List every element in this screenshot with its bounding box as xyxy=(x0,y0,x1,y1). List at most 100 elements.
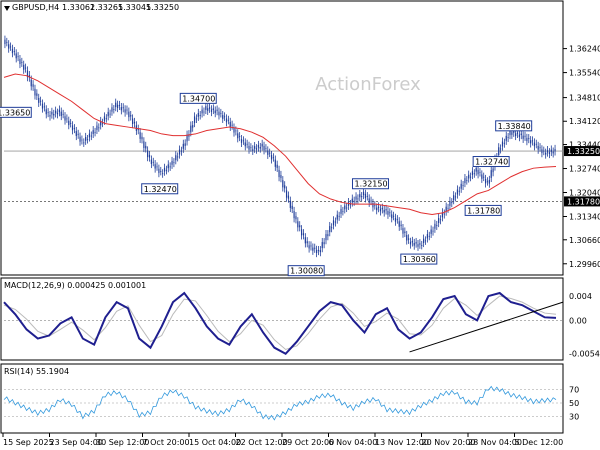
rsi-layer: 70 50 30 xyxy=(3,386,579,422)
candle-body xyxy=(216,109,218,112)
candle-body xyxy=(47,112,49,114)
price-tick-label: 1.30660 xyxy=(569,236,600,245)
time-tick-label: 29 Oct 20:00 xyxy=(282,438,334,447)
price-tick-label: 1.29960 xyxy=(569,260,600,269)
candle-body xyxy=(323,242,325,245)
candle-body xyxy=(77,133,79,135)
candle-body xyxy=(101,122,104,124)
candle-body xyxy=(300,229,303,236)
candle-body xyxy=(484,179,487,184)
candle-body xyxy=(244,142,246,147)
candle-body xyxy=(432,230,434,232)
candle-body xyxy=(537,145,539,150)
candle-body xyxy=(528,138,530,140)
candle-body xyxy=(299,225,301,228)
candle-body xyxy=(252,149,254,151)
candle-body xyxy=(331,227,333,229)
candle-body xyxy=(554,148,556,152)
candle-body xyxy=(169,166,171,168)
candle-body xyxy=(518,134,520,138)
candle-body xyxy=(60,111,62,116)
candle-body xyxy=(409,241,412,245)
candle-body xyxy=(492,168,494,173)
candle-body xyxy=(180,150,183,152)
candle-body xyxy=(17,56,19,58)
candle-body xyxy=(218,111,220,116)
macd-tick-label: 0.00 xyxy=(569,316,587,325)
candle-body xyxy=(270,155,273,160)
candle-body xyxy=(392,215,395,217)
candle-body xyxy=(201,109,203,114)
price-annotation-label: 1.30360 xyxy=(403,255,436,264)
candle-body xyxy=(507,137,509,138)
candle-body xyxy=(471,171,474,176)
time-tick-label: 7 Oct 20:00 xyxy=(143,438,190,447)
price-panel-frame xyxy=(0,0,564,276)
candle-body xyxy=(282,180,284,188)
candle-body xyxy=(404,231,406,233)
candle-body xyxy=(533,142,536,147)
candle-body xyxy=(473,173,475,175)
candle-body xyxy=(257,144,260,148)
candle-body xyxy=(177,156,179,158)
candle-body xyxy=(411,240,413,243)
candle-body xyxy=(522,135,524,139)
candle-body xyxy=(289,200,291,208)
candle-body xyxy=(19,59,21,65)
candle-body xyxy=(430,229,432,234)
rsi-tick-label: 30 xyxy=(569,413,579,422)
candle-body xyxy=(120,107,122,111)
candle-body xyxy=(227,119,229,121)
candle-body xyxy=(552,151,554,154)
candle-body xyxy=(186,134,188,142)
candle-body xyxy=(453,195,455,201)
candle-body xyxy=(233,127,235,133)
macd-layer: 0.004 0.00 -0.005485 xyxy=(3,291,600,359)
candle-body xyxy=(276,164,278,168)
price-annotation-label: 1.32150 xyxy=(354,180,387,189)
candle-body xyxy=(208,107,211,109)
candle-body xyxy=(79,136,81,142)
candle-body xyxy=(132,118,134,124)
candle-body xyxy=(434,223,436,229)
candle-body xyxy=(381,207,383,210)
candle-body xyxy=(346,207,348,209)
price-tick-label: 1.31340 xyxy=(569,212,600,221)
candle-body xyxy=(53,113,55,116)
candle-body xyxy=(100,121,102,126)
candle-body xyxy=(304,237,306,244)
candle-body xyxy=(342,211,344,212)
candle-body xyxy=(545,152,547,155)
candle-body xyxy=(113,109,115,110)
price-annotation-box xyxy=(464,204,502,216)
candle-body xyxy=(349,204,352,205)
time-tick-label: 28 Nov 04:00 xyxy=(468,438,522,447)
macd-line xyxy=(3,291,557,355)
price-annotation-box xyxy=(141,183,179,195)
candle-body xyxy=(513,131,515,133)
rsi-panel-frame xyxy=(0,363,564,434)
candle-body xyxy=(428,235,430,237)
candle-body xyxy=(516,132,519,134)
time-tick-label: 22 Oct 12:00 xyxy=(236,438,288,447)
candle-body xyxy=(197,113,199,117)
candle-body xyxy=(402,228,404,234)
candle-body xyxy=(531,140,534,142)
ohlc-high: 1.33265 xyxy=(90,3,123,12)
candle-body xyxy=(321,242,323,249)
candle-body xyxy=(419,243,421,245)
time-tick-label: 15 Oct 04:00 xyxy=(189,438,241,447)
candle-body xyxy=(317,250,320,251)
candle-body xyxy=(141,136,143,140)
candle-body xyxy=(443,213,445,215)
candle-body xyxy=(436,225,438,226)
candle-body xyxy=(109,113,111,115)
candle-body xyxy=(539,147,541,149)
candle-body xyxy=(347,202,350,206)
candle-body xyxy=(515,133,517,136)
candle-body xyxy=(359,194,361,198)
candle-body xyxy=(263,145,265,151)
candle-body xyxy=(475,167,477,172)
candle-body xyxy=(111,107,113,112)
